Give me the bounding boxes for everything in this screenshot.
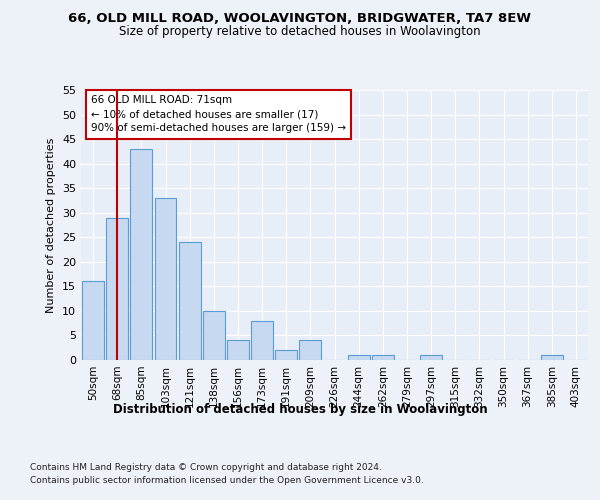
Text: Contains public sector information licensed under the Open Government Licence v3: Contains public sector information licen… — [30, 476, 424, 485]
Text: 66 OLD MILL ROAD: 71sqm
← 10% of detached houses are smaller (17)
90% of semi-de: 66 OLD MILL ROAD: 71sqm ← 10% of detache… — [91, 96, 346, 134]
Bar — [348, 355, 370, 360]
Bar — [251, 320, 273, 360]
Bar — [227, 340, 249, 360]
Bar — [299, 340, 321, 360]
Text: Size of property relative to detached houses in Woolavington: Size of property relative to detached ho… — [119, 25, 481, 38]
Bar — [130, 149, 152, 360]
Text: Contains HM Land Registry data © Crown copyright and database right 2024.: Contains HM Land Registry data © Crown c… — [30, 462, 382, 471]
Bar — [82, 282, 104, 360]
Bar — [155, 198, 176, 360]
Bar — [203, 311, 224, 360]
Bar — [179, 242, 200, 360]
Bar — [541, 355, 563, 360]
Y-axis label: Number of detached properties: Number of detached properties — [46, 138, 56, 312]
Bar — [372, 355, 394, 360]
Text: 66, OLD MILL ROAD, WOOLAVINGTON, BRIDGWATER, TA7 8EW: 66, OLD MILL ROAD, WOOLAVINGTON, BRIDGWA… — [68, 12, 532, 26]
Text: Distribution of detached houses by size in Woolavington: Distribution of detached houses by size … — [113, 402, 487, 415]
Bar — [106, 218, 128, 360]
Bar — [275, 350, 297, 360]
Bar — [420, 355, 442, 360]
